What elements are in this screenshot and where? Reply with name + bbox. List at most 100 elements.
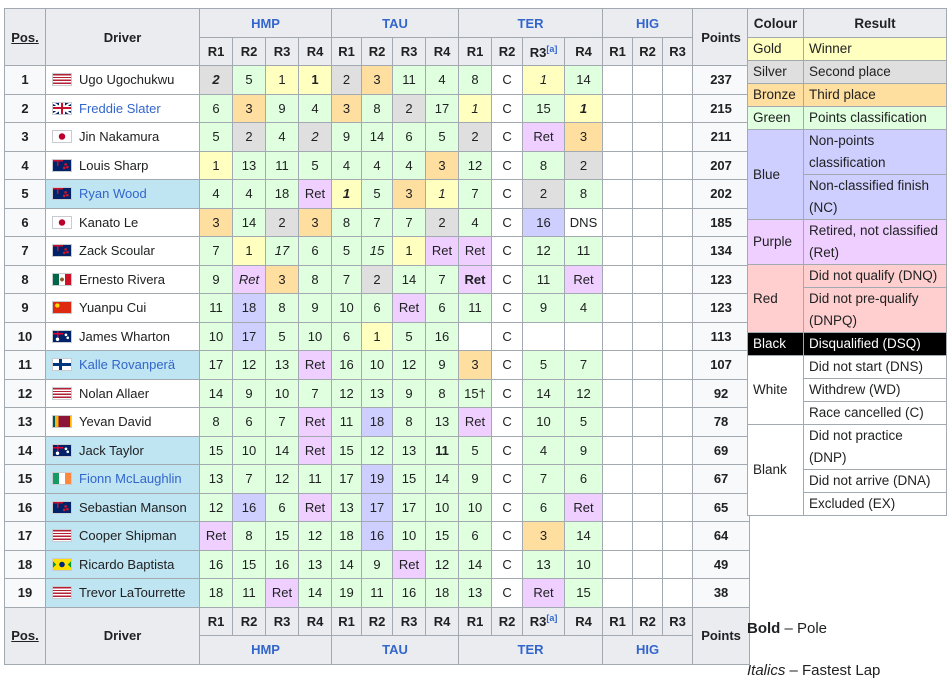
result-cell: 13 <box>361 378 394 408</box>
result-cell: C <box>491 578 524 608</box>
result-cell: 3 <box>297 207 333 237</box>
driver-cell[interactable]: Freddie Slater <box>45 93 200 123</box>
driver-cell: James Wharton <box>45 321 200 351</box>
result-cell: 6 <box>425 293 460 323</box>
footnote-link[interactable]: [a] <box>546 43 558 54</box>
position-cell: 9 <box>4 293 46 323</box>
driver-cell: Nolan Allaer <box>45 378 200 408</box>
result-cell <box>662 464 694 494</box>
round-label: R3 <box>400 44 418 59</box>
result-cell: 10 <box>522 407 566 437</box>
driver-name[interactable]: Kalle Rovanperä <box>79 357 176 373</box>
legend-colour-blank: Blank <box>747 424 804 516</box>
flag-nz-icon <box>52 500 72 514</box>
result-cell <box>632 521 664 551</box>
points-cell: 92 <box>692 378 751 408</box>
result-cell: 2 <box>232 122 266 152</box>
result-cell <box>632 407 664 437</box>
driver-cell: Jack Taylor <box>45 435 200 465</box>
legend-result: Points classification <box>803 106 947 130</box>
result-cell: 15 <box>232 549 266 579</box>
driver-cell[interactable]: Ryan Wood <box>45 179 200 209</box>
round-header: R3 <box>265 606 299 636</box>
table-row: 9 Yuanpu Cui 11 18 8 9 10 6 Ret 6 11 C 9 4 123 <box>4 293 751 323</box>
result-cell: 14 <box>232 207 266 237</box>
result-cell: 12 <box>564 378 604 408</box>
result-cell: 3 <box>564 122 604 152</box>
result-cell: 7 <box>458 179 493 209</box>
table-row: 19 Trevor LaTourrette 18 11 Ret 14 19 11 16 18 13 C… <box>4 578 751 608</box>
result-cell: 12 <box>199 492 233 522</box>
event-header-tau: TAU <box>331 8 460 38</box>
result-cell: 19 <box>331 578 363 608</box>
event-header-hmp: HMP <box>198 634 333 665</box>
driver-cell[interactable]: Fionn McLaughlin <box>45 464 200 494</box>
round-header: R2 <box>632 606 664 636</box>
round-label: R1 <box>338 44 355 59</box>
driver-cell: Yuanpu Cui <box>45 293 200 323</box>
result-cell <box>662 65 694 95</box>
result-cell: 5 <box>199 122 233 152</box>
legend-result: Did not start (DNS) <box>803 355 947 379</box>
result-cell: 10 <box>199 321 233 351</box>
legend-result: Did not qualify (DNQ) <box>803 264 947 288</box>
result-cell: Ret <box>265 578 299 608</box>
driver-cell: Cooper Shipman <box>45 521 200 551</box>
result-cell: C <box>491 435 524 465</box>
position-header[interactable]: Pos. <box>4 8 46 66</box>
result-cell: 5 <box>425 122 460 152</box>
result-cell <box>662 321 694 351</box>
result-cell: 3 <box>522 521 566 551</box>
position-cell: 5 <box>4 179 46 209</box>
result-cell <box>602 578 634 608</box>
flag-au-icon <box>52 329 72 343</box>
round-header: R1 <box>458 606 493 636</box>
legend-row: Blank Did not practice (DNP) <box>747 424 947 516</box>
driver-name[interactable]: Freddie Slater <box>79 100 161 116</box>
position-cell: 3 <box>4 122 46 152</box>
result-cell: C <box>491 207 524 237</box>
result-cell: 6 <box>458 521 493 551</box>
driver-name: Trevor LaTourrette <box>79 585 186 601</box>
result-cell: 6 <box>265 492 299 522</box>
round-header: R1 <box>331 37 363 66</box>
result-cell: 6 <box>331 321 363 351</box>
result-cell: 4 <box>425 65 460 95</box>
result-cell: 13 <box>458 578 493 608</box>
legend-colour-gold: Gold <box>747 37 804 61</box>
result-cell: 9 <box>265 93 299 123</box>
points-cell: 38 <box>692 578 751 608</box>
result-cell: C <box>491 378 524 408</box>
driver-name: James Wharton <box>79 328 171 344</box>
result-cell <box>632 549 664 579</box>
driver-name: Zack Scoular <box>79 243 155 259</box>
colour-legend-table: Colour Result Gold Winner Silver Second pla… <box>747 8 947 516</box>
driver-cell: Ugo Ugochukwu <box>45 65 200 95</box>
points-cell: 237 <box>692 65 751 95</box>
result-cell: 3 <box>199 207 233 237</box>
driver-name[interactable]: Fionn McLaughlin <box>79 471 182 487</box>
result-cell: 16 <box>331 350 363 380</box>
legend-result: Excluded (EX) <box>803 492 947 516</box>
driver-cell[interactable]: Kalle Rovanperä <box>45 350 200 380</box>
result-cell: 19 <box>361 464 394 494</box>
round-label: R2 <box>368 44 386 59</box>
result-cell: C <box>491 236 524 266</box>
flag-nz-icon <box>52 158 72 172</box>
result-cell: Ret <box>425 236 460 266</box>
footnote-link[interactable]: [a] <box>546 613 558 623</box>
result-cell: 13 <box>392 435 427 465</box>
driver-cell: Yevan David <box>45 407 200 437</box>
result-cell: 7 <box>265 407 299 437</box>
position-header[interactable]: Pos. <box>4 606 46 665</box>
result-cell <box>662 293 694 323</box>
flag-us-icon <box>52 386 72 400</box>
result-cell: 18 <box>232 293 266 323</box>
result-cell <box>632 207 664 237</box>
round-label: R2 <box>498 44 516 59</box>
result-cell: 9 <box>425 350 460 380</box>
driver-name[interactable]: Ryan Wood <box>79 186 147 202</box>
driver-cell: Kanato Le <box>45 207 200 237</box>
result-cell: 8 <box>425 378 460 408</box>
round-label: R2 <box>639 44 656 59</box>
